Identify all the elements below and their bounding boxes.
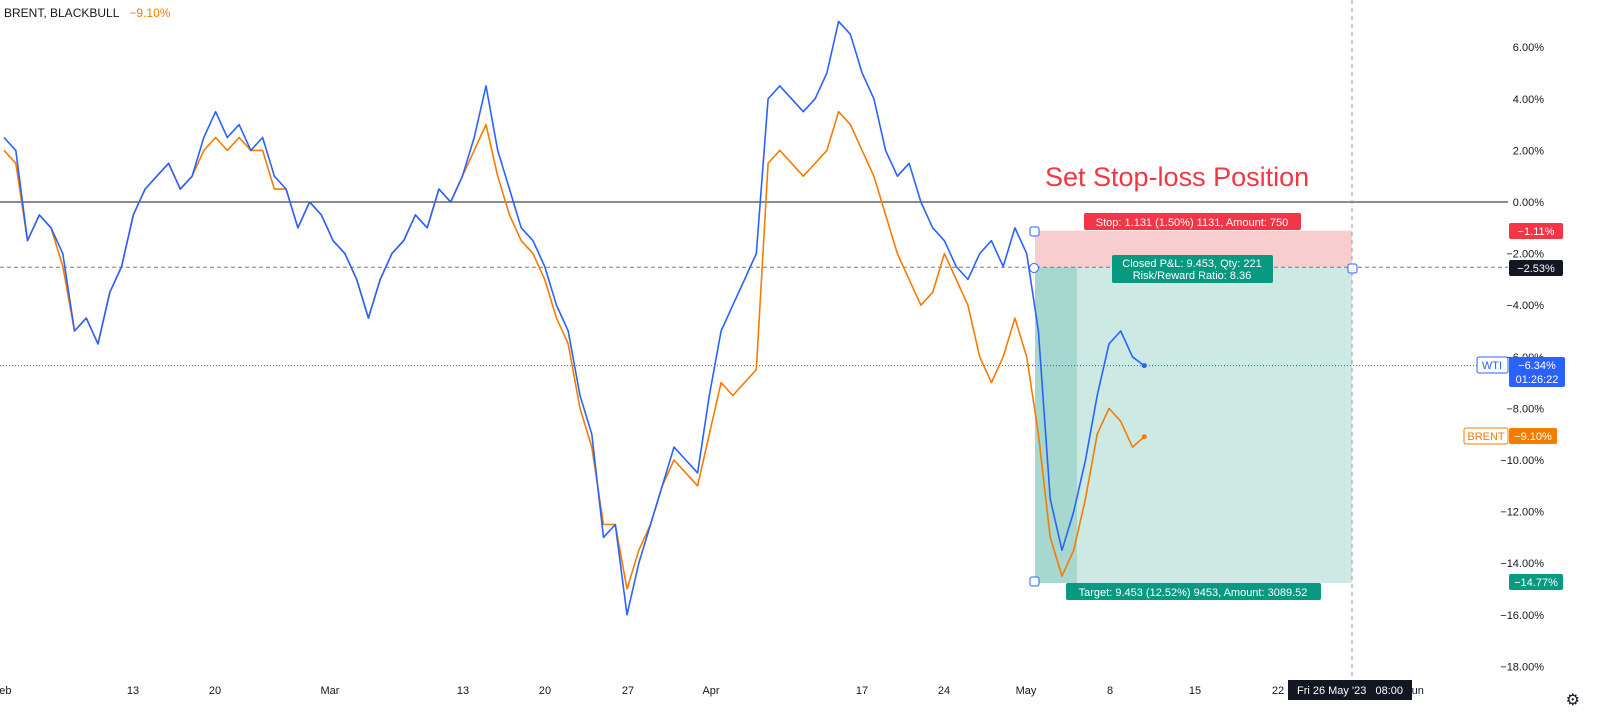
x-tick-label: 20: [539, 685, 551, 697]
x-tick-label: Mar: [321, 685, 340, 697]
chart-legend[interactable]: BRENT, BLACKBULL −9.10%: [4, 6, 170, 20]
x-tick-label: 24: [938, 685, 950, 697]
svg-text:−2.53%: −2.53%: [1517, 263, 1555, 275]
pnl-label-line2: Risk/Reward Ratio: 8.36: [1133, 270, 1252, 282]
svg-text:WTI: WTI: [1482, 360, 1502, 372]
y-tick-label: −4.00%: [1506, 300, 1544, 312]
x-tick-label: 8: [1107, 685, 1113, 697]
series-layer: [3, 20, 1147, 616]
x-tick-label: 15: [1189, 685, 1201, 697]
y-tick-label: −18.00%: [1500, 661, 1544, 673]
take-profit-zone[interactable]: [1035, 267, 1352, 584]
x-tick-label: 20: [209, 685, 221, 697]
x-tick-label: 22: [1272, 685, 1284, 697]
legend-change: −9.10%: [129, 6, 171, 20]
y-tick-label: 6.00%: [1513, 42, 1544, 54]
y-tick-label: −12.00%: [1500, 507, 1544, 519]
bar-countdown: 01:26:22: [1516, 374, 1559, 386]
legend-symbol: BRENT, BLACKBULL: [4, 6, 120, 20]
realized-profit-zone: [1035, 267, 1077, 584]
x-tick-label: Feb: [0, 685, 11, 697]
stop-drag-handle[interactable]: [1029, 226, 1040, 237]
last-point-wti: [1141, 363, 1147, 369]
svg-text:Fri 26 May '23 08:00: Fri 26 May '23 08:00: [1297, 685, 1403, 697]
y-tick-label: −14.00%: [1500, 558, 1544, 570]
stop-price-badge: −1.11%: [1509, 223, 1563, 239]
y-axis[interactable]: 6.00%4.00%2.00%0.00%−2.00%−4.00%−6.00%−8…: [1500, 42, 1544, 673]
svg-text:−1.11%: −1.11%: [1518, 226, 1555, 238]
svg-text:−9.10%: −9.10%: [1514, 431, 1552, 443]
y-tick-label: 0.00%: [1513, 197, 1544, 209]
target-price-badge: −14.77%: [1509, 574, 1563, 590]
y-tick-label: −16.00%: [1500, 610, 1544, 622]
pnl-label-line1: Closed P&L: 9.453, Qty: 221: [1122, 258, 1261, 270]
last-point-brent: [1141, 434, 1147, 440]
x-tick-label: 27: [622, 685, 634, 697]
x-tick-label: 13: [127, 685, 139, 697]
entry-price-badge: −2.53%: [1509, 260, 1563, 276]
series-line-wti: [3, 20, 1145, 616]
annotation-title: Set Stop-loss Position: [1045, 162, 1309, 192]
y-tick-label: 2.00%: [1513, 145, 1544, 157]
series-line-brent: [3, 110, 1145, 590]
svg-text:−14.77%: −14.77%: [1514, 577, 1558, 589]
width-drag-handle[interactable]: [1347, 263, 1358, 274]
x-tick-label: May: [1016, 685, 1037, 697]
x-axis[interactable]: Feb1320Mar132027Apr1724May81522Jun: [0, 685, 1424, 697]
target-drag-handle[interactable]: [1029, 576, 1040, 587]
target-label-text: Target: 9.453 (12.52%) 9453, Amount: 308…: [1079, 587, 1308, 599]
stop-label[interactable]: Stop: 1.131 (1.50%) 1131, Amount: 750: [1084, 213, 1301, 230]
y-tick-label: 4.00%: [1513, 94, 1544, 106]
crosshair-date-label: Fri 26 May '23 08:00: [1288, 680, 1412, 700]
gear-icon[interactable]: ⚙: [1565, 692, 1580, 709]
x-tick-label: 17: [856, 685, 868, 697]
brent-price-badge[interactable]: BRENT −9.10%: [1463, 427, 1557, 445]
target-label[interactable]: Target: 9.453 (12.52%) 9453, Amount: 308…: [1066, 583, 1321, 600]
svg-text:−6.34%: −6.34%: [1518, 360, 1556, 372]
wti-price-badge[interactable]: WTI −6.34% 01:26:22: [1476, 356, 1565, 387]
y-tick-label: −10.00%: [1500, 455, 1544, 467]
entry-drag-handle[interactable]: [1029, 263, 1039, 273]
x-tick-label: Apr: [702, 685, 719, 697]
y-tick-label: −8.00%: [1506, 403, 1544, 415]
stop-label-text: Stop: 1.131 (1.50%) 1131, Amount: 750: [1096, 217, 1288, 229]
x-tick-label: 13: [457, 685, 469, 697]
pnl-label[interactable]: Closed P&L: 9.453, Qty: 221 Risk/Reward …: [1112, 255, 1273, 283]
svg-text:BRENT: BRENT: [1467, 431, 1505, 443]
y-tick-label: −2.00%: [1506, 249, 1544, 261]
